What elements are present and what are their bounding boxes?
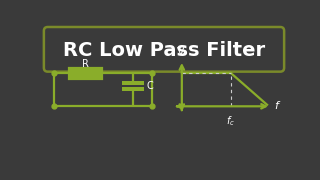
Text: RC Low Pass Filter: RC Low Pass Filter <box>63 40 265 60</box>
Text: f: f <box>274 101 278 111</box>
Bar <box>69 68 102 79</box>
Text: V: V <box>176 47 184 57</box>
Text: R: R <box>82 59 89 69</box>
FancyBboxPatch shape <box>44 27 284 72</box>
Text: $f_c$: $f_c$ <box>226 114 236 128</box>
Text: C: C <box>147 81 154 91</box>
